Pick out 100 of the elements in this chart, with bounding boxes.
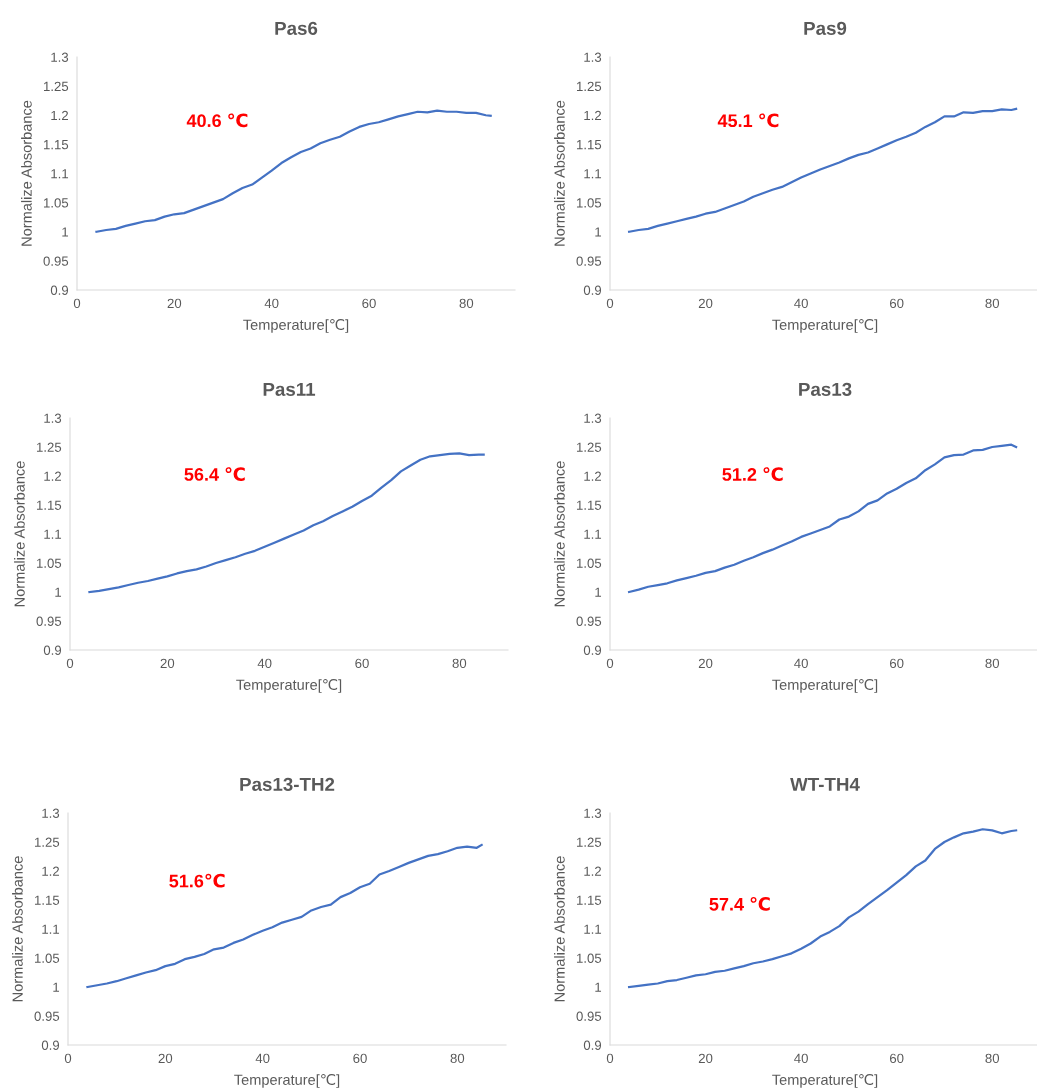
annotation: 40.6 ℃ [186, 113, 248, 128]
y-tick-label: 0.9 [583, 645, 602, 655]
y-tick-label: 1.25 [577, 837, 602, 847]
y-tick-label: 0.95 [34, 1011, 60, 1021]
y-axis-title: Normalize Absorbance [14, 461, 25, 607]
y-tick-label: 1.15 [577, 895, 602, 905]
y-tick-label: 1.25 [37, 442, 62, 452]
x-tick-label: 20 [158, 1053, 173, 1064]
chart-title: Pas13-TH2 [240, 777, 335, 791]
y-tick-label: 1 [62, 227, 69, 237]
y-tick-label: 1.15 [35, 895, 60, 905]
x-tick-label: 40 [794, 658, 808, 669]
y-tick-label: 1.3 [584, 413, 602, 423]
line-series [628, 828, 1018, 989]
x-tick-label: 0 [606, 1053, 614, 1064]
x-tick-label: 0 [606, 658, 614, 669]
y-tick-label: 1 [55, 587, 62, 597]
y-tick-label: 1.2 [42, 866, 60, 876]
y-tick-label: 1.25 [577, 81, 602, 92]
chart-title: WT-TH4 [790, 777, 860, 791]
y-tick-label: 1.2 [584, 110, 602, 121]
x-tick-label: 0 [606, 298, 614, 309]
y-tick-label: 0.95 [576, 1011, 602, 1021]
y-tick-label: 1.1 [584, 169, 602, 179]
x-tick-label: 80 [985, 298, 1000, 309]
x-tick-label: 40 [257, 658, 272, 669]
y-tick-label: 0.95 [43, 256, 69, 266]
y-tick-label: 1.1 [42, 924, 60, 934]
y-tick-label: 1.15 [44, 140, 69, 150]
x-tick-label: 60 [890, 658, 904, 669]
x-tick-label: 20 [167, 298, 182, 309]
y-tick-label: 1.05 [577, 198, 602, 208]
y-tick-label: 1.3 [42, 808, 60, 818]
y-tick-label: 1 [595, 982, 602, 992]
y-axis-title: Normalize Absorbance [12, 856, 23, 1002]
line-series [88, 452, 485, 594]
x-axis-title: Temperature[℃] [234, 1073, 340, 1088]
annotation: 57.4 ℃ [709, 896, 770, 911]
line-series [95, 109, 492, 233]
line-series [628, 107, 1018, 233]
y-tick-label: 1.05 [37, 558, 62, 568]
y-tick-label: 0.9 [583, 285, 602, 295]
y-tick-label: 0.95 [576, 616, 602, 626]
y-axis-title: Normalize Absorbance [554, 461, 565, 607]
y-tick-label: 1.25 [577, 442, 602, 452]
y-tick-label: 1.3 [584, 808, 602, 818]
x-tick-label: 60 [353, 1053, 367, 1064]
y-tick-label: 1.2 [584, 866, 602, 876]
x-axis-title: Temperature[℃] [772, 318, 878, 333]
y-tick-label: 0.95 [36, 616, 62, 626]
x-tick-label: 20 [698, 298, 713, 309]
x-axis-title: Temperature[℃] [772, 1073, 878, 1088]
annotation: 51.6℃ [169, 873, 225, 888]
chart-title: Pas11 [263, 382, 316, 396]
x-tick-label: 80 [459, 298, 474, 309]
x-tick-label: 80 [985, 658, 1000, 669]
y-tick-label: 1.2 [44, 471, 62, 481]
y-tick-label: 1.1 [584, 924, 602, 934]
x-tick-label: 20 [698, 1053, 713, 1064]
y-tick-label: 1.3 [51, 52, 69, 62]
y-tick-label: 1.05 [577, 953, 602, 963]
annotation: 56.4 ℃ [184, 467, 245, 481]
x-tick-label: 60 [890, 298, 904, 309]
x-tick-label: 60 [355, 658, 369, 669]
chart-title: Pas13 [799, 382, 852, 396]
x-tick-label: 60 [890, 1053, 904, 1064]
y-tick-label: 1.1 [44, 529, 62, 539]
x-axis-title: Temperature[℃] [243, 318, 349, 333]
y-tick-label: 1.15 [37, 500, 62, 510]
x-tick-label: 20 [160, 658, 175, 669]
y-tick-label: 1.2 [584, 471, 602, 481]
y-tick-label: 1.2 [51, 110, 69, 121]
x-tick-label: 40 [264, 298, 279, 309]
y-tick-label: 1.05 [44, 198, 69, 208]
y-tick-label: 0.9 [583, 1040, 602, 1050]
y-tick-label: 1.1 [51, 169, 69, 179]
x-tick-label: 0 [66, 658, 74, 669]
y-tick-label: 1.1 [584, 529, 602, 539]
y-tick-label: 1.05 [35, 953, 60, 963]
y-axis-title: Normalize Absorbance [554, 856, 565, 1002]
y-axis-title: Normalize Absorbance [554, 100, 565, 246]
y-tick-label: 1 [595, 587, 602, 597]
y-tick-label: 1.25 [35, 837, 60, 847]
annotation: 51.2 ℃ [722, 467, 783, 481]
y-tick-label: 1.15 [577, 140, 602, 150]
y-tick-label: 1.3 [584, 52, 602, 62]
x-tick-label: 0 [73, 298, 81, 309]
y-tick-label: 1.15 [577, 500, 602, 510]
x-tick-label: 20 [698, 658, 713, 669]
y-tick-label: 0.9 [43, 645, 62, 655]
y-tick-label: 1 [595, 227, 602, 237]
x-axis-title: Temperature[℃] [772, 678, 878, 693]
y-tick-label: 0.9 [50, 285, 69, 295]
x-tick-label: 60 [362, 298, 376, 309]
x-tick-label: 0 [64, 1053, 72, 1064]
chart-title: Pas6 [275, 21, 318, 35]
x-axis-title: Temperature[℃] [236, 678, 342, 693]
line-series [628, 443, 1018, 594]
y-tick-label: 1.25 [44, 81, 69, 92]
y-axis-title: Normalize Absorbance [21, 100, 32, 246]
